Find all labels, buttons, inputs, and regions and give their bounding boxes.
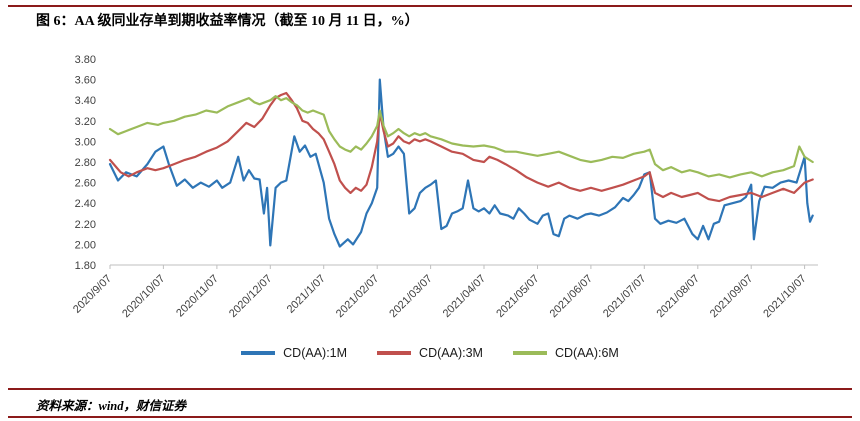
x-axis-tick-label: 2020/9/07 xyxy=(71,273,114,316)
x-axis-tick-label: 2020/11/07 xyxy=(174,273,221,320)
x-axis-tick-label: 2021/07/07 xyxy=(601,273,648,320)
x-axis-tick-label: 2021/10/07 xyxy=(761,273,808,320)
x-axis-tick-label: 2021/05/07 xyxy=(494,273,541,320)
legend-item-cd-aa-3m: CD(AA):3M xyxy=(377,346,483,360)
legend-line-3m xyxy=(377,351,412,355)
y-axis-tick-label: 3.40 xyxy=(75,95,96,107)
top-divider-rule xyxy=(8,5,852,7)
y-axis-tick-label: 2.60 xyxy=(75,178,96,190)
bottom-divider-rule xyxy=(8,416,852,418)
y-axis-tick-label: 3.60 xyxy=(75,75,96,87)
figure-title: 图 6：AA 级同业存单到期收益率情况（截至 10 月 11 日，%） xyxy=(36,14,419,29)
x-axis-tick-label: 2021/04/07 xyxy=(441,273,488,320)
legend-label-1m: CD(AA):1M xyxy=(283,346,348,360)
legend-item-cd-aa-6m: CD(AA):6M xyxy=(512,346,619,360)
data-source-note: 资料来源：wind，财信证券 xyxy=(36,399,187,413)
x-axis-tick-label: 2021/02/07 xyxy=(334,273,381,320)
x-axis-tick-label: 2021/03/07 xyxy=(387,273,434,320)
chart-legend: CD(AA):1M CD(AA):3M CD(AA):6M xyxy=(0,346,860,360)
legend-line-6m xyxy=(512,351,547,355)
y-axis-tick-label: 2.20 xyxy=(75,219,96,231)
y-axis-tick-label: 2.80 xyxy=(75,157,96,169)
x-axis-tick-label: 2021/09/07 xyxy=(708,273,755,320)
series-line-2 xyxy=(108,94,814,179)
series-line-1 xyxy=(108,91,814,203)
legend-line-1m xyxy=(241,351,276,355)
y-axis-tick-label: 1.80 xyxy=(75,260,96,272)
x-axis-tick-label: 2021/06/07 xyxy=(548,273,595,320)
yield-line-chart: 1.80 2.00 2.20 2.40 2.60 2.80 3.00 3.20 3.40 3.60… xyxy=(71,54,818,320)
y-axis-tick-label: 3.20 xyxy=(75,116,96,128)
legend-label-3m: CD(AA):3M xyxy=(419,346,483,360)
y-axis-tick-label: 3.00 xyxy=(75,136,96,148)
x-axis-tick-label: 2021/08/07 xyxy=(655,273,702,320)
x-axis-tick-label: 2020/10/07 xyxy=(120,273,167,320)
y-axis-tick-label: 2.00 xyxy=(75,239,96,251)
x-axis-tick-label: 2021/1/07 xyxy=(285,273,328,316)
legend-item-cd-aa-1m: CD(AA):1M xyxy=(241,346,347,360)
series-line-0 xyxy=(108,78,814,248)
y-axis-tick-label: 2.40 xyxy=(75,198,96,210)
legend-label-6m: CD(AA):6M xyxy=(554,346,619,360)
source-divider-rule xyxy=(8,388,852,390)
y-axis-tick-label: 3.80 xyxy=(75,54,96,66)
x-axis-tick-label: 2020/12/07 xyxy=(227,273,274,320)
